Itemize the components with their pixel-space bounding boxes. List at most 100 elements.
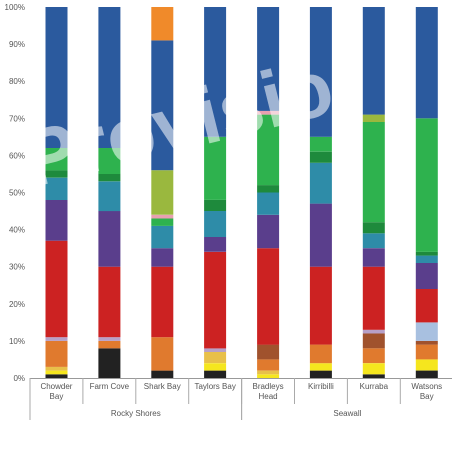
bar-segment xyxy=(45,374,68,378)
bar-segment xyxy=(362,248,385,267)
bar-segment xyxy=(309,162,332,204)
bar-segment xyxy=(45,340,68,367)
bar-segment xyxy=(362,374,385,378)
category-label: Chowder Bay xyxy=(40,382,72,401)
category-label: Taylors Bay xyxy=(194,382,235,391)
y-tick-label: 100% xyxy=(5,3,25,12)
bar-segment xyxy=(415,322,438,341)
bar-segment xyxy=(204,363,227,371)
bar-segment xyxy=(257,374,280,378)
bar-segment xyxy=(415,255,438,263)
category-label: Bradleys Head xyxy=(252,382,283,401)
bar-segment xyxy=(257,185,280,193)
y-tick-label: 50% xyxy=(9,189,25,198)
bar-segment xyxy=(98,173,121,182)
bar-segment xyxy=(98,266,121,338)
bar-segment xyxy=(204,211,227,237)
bar-segment xyxy=(45,370,68,375)
y-tick-label: 0% xyxy=(13,374,25,383)
category-label: Kurraba xyxy=(360,382,389,391)
y-tick-label: 60% xyxy=(9,151,25,160)
bar-segment xyxy=(204,136,227,200)
bar-segment xyxy=(151,218,174,226)
bar-segment xyxy=(309,203,332,267)
bar-segment xyxy=(309,151,332,163)
bar-segment xyxy=(98,211,121,267)
bar-segment xyxy=(309,266,332,345)
bar-segment xyxy=(204,352,227,364)
bar-segment xyxy=(204,370,227,378)
bar-segment xyxy=(415,370,438,378)
bar-segment xyxy=(45,170,68,178)
bar-segment xyxy=(415,263,438,289)
y-tick-label: 20% xyxy=(9,300,25,309)
bar-segment xyxy=(362,363,385,375)
bar-segment xyxy=(151,337,174,371)
bar-segment xyxy=(362,233,385,249)
bar-segment xyxy=(309,363,332,371)
bar-segment xyxy=(151,214,174,219)
group-label: Rocky Shores xyxy=(111,409,161,418)
bar-segment xyxy=(362,7,385,115)
bar-segment xyxy=(45,199,68,241)
bar-segment xyxy=(415,251,438,256)
bar-segment xyxy=(309,370,332,378)
bar-segment xyxy=(257,359,280,371)
bar-segment xyxy=(415,289,438,323)
bar-segment xyxy=(309,7,332,137)
bar-segment xyxy=(204,199,227,211)
bar-segment xyxy=(257,110,280,115)
bar-segment xyxy=(362,122,385,223)
bar-segment xyxy=(204,237,227,252)
bar-segment xyxy=(257,7,280,111)
bar-segment xyxy=(257,370,280,375)
bar-segment xyxy=(45,337,68,341)
bar-segment xyxy=(151,170,174,215)
bar-segment xyxy=(257,214,280,249)
category-label: Kirribilli xyxy=(308,382,334,391)
bar-segment xyxy=(415,359,438,371)
bar-segment xyxy=(98,348,121,378)
bars-layer xyxy=(45,7,438,378)
bar-segment xyxy=(362,333,385,349)
bar-segment xyxy=(98,7,121,148)
bar-segment xyxy=(204,251,227,349)
bar-segment xyxy=(415,118,438,252)
bar-segment xyxy=(257,344,280,360)
bar-segment xyxy=(98,148,121,174)
bar-segment xyxy=(45,177,68,200)
bar-segment xyxy=(204,348,227,352)
bar-segment xyxy=(151,40,174,171)
bar-segment xyxy=(45,7,68,148)
y-tick-label: 80% xyxy=(9,77,25,86)
y-tick-label: 40% xyxy=(9,226,25,235)
bar-segment xyxy=(45,366,68,371)
bar-segment xyxy=(204,7,227,137)
bar-segment xyxy=(45,240,68,338)
bar-segment xyxy=(415,344,438,360)
bar-segment xyxy=(362,266,385,330)
bar-segment xyxy=(309,136,332,152)
bar-segment xyxy=(151,266,174,338)
bar-segment xyxy=(362,222,385,234)
bar-segment xyxy=(151,7,174,41)
bar-segment xyxy=(362,114,385,122)
bar-segment xyxy=(98,340,121,349)
group-label: Seawall xyxy=(333,409,361,418)
bar-segment xyxy=(415,340,438,345)
bar-segment xyxy=(45,148,68,171)
bar-segment xyxy=(257,114,280,186)
category-label: Farm Cove xyxy=(90,382,130,391)
y-tick-label: 90% xyxy=(9,40,25,49)
bar-segment xyxy=(151,248,174,267)
bar-segment xyxy=(362,329,385,334)
category-label: Shark Bay xyxy=(144,382,181,391)
bar-segment xyxy=(98,337,121,341)
bar-segment xyxy=(257,192,280,215)
labels-layer: 0% 10% 20% 30% 40% 50% 60% 70% 80% 90% 100% Chowder… xyxy=(5,3,443,418)
bar-segment xyxy=(309,344,332,364)
y-tick-label: 30% xyxy=(9,263,25,272)
y-tick-label: 70% xyxy=(9,114,25,123)
bar-segment xyxy=(362,348,385,364)
